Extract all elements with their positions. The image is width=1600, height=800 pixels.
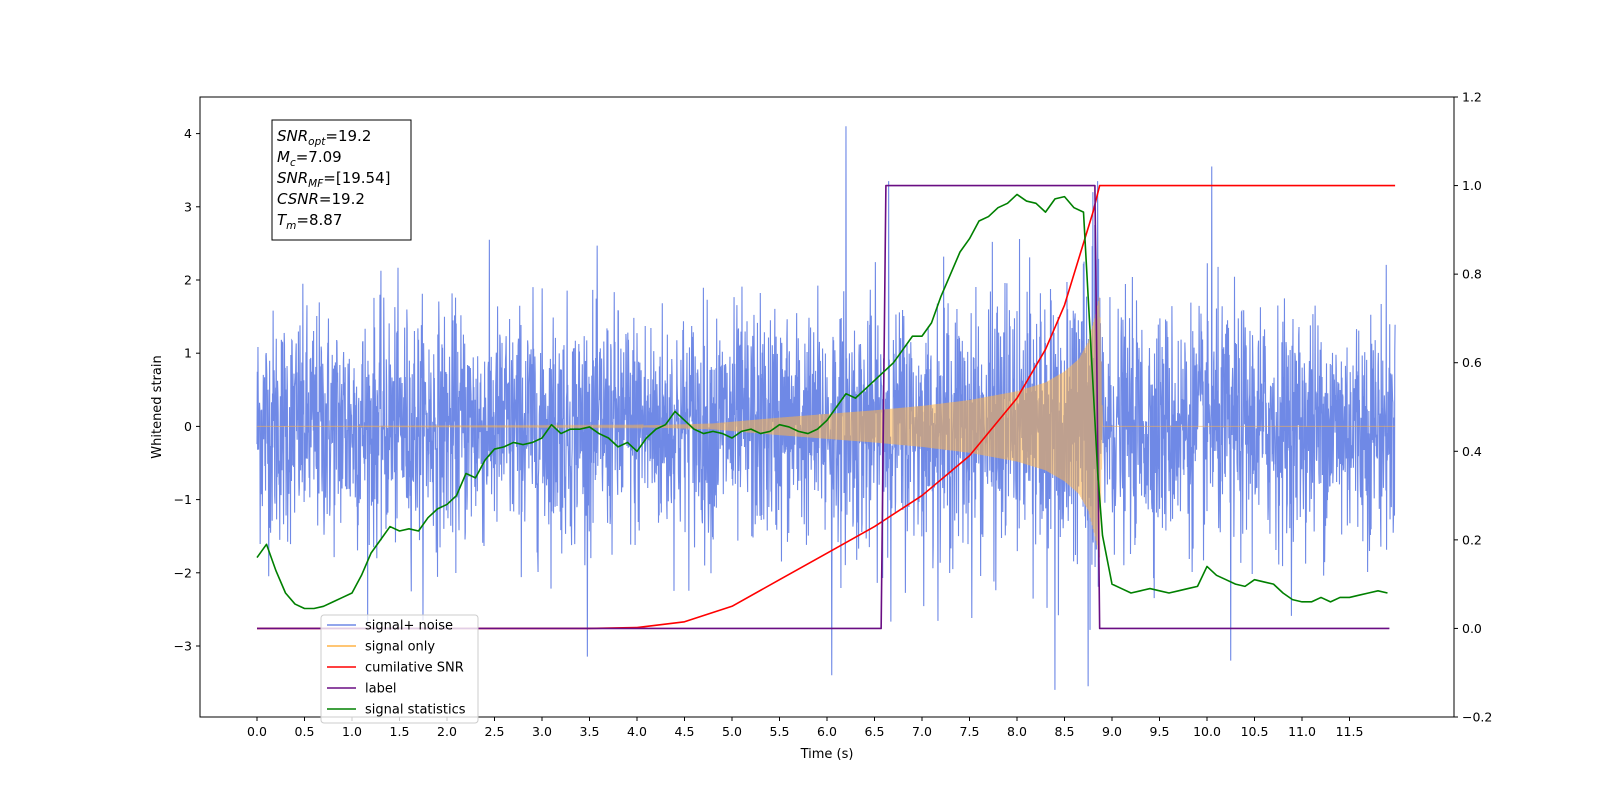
x-tick-label: 3.5 <box>580 724 600 739</box>
y-right-tick-label: 0.4 <box>1462 444 1482 459</box>
y-right-tick-label: −0.2 <box>1462 710 1492 725</box>
series-label <box>257 184 1390 630</box>
annotation-value: =8.87 <box>296 211 342 229</box>
annotation-value: =19.2 <box>319 190 365 208</box>
annotation-symbol: CSNR <box>277 190 319 208</box>
x-tick-label: 4.0 <box>627 724 647 739</box>
y-right-tick-label: 0.2 <box>1462 532 1482 547</box>
annotation-line: SNRopt=19.2 <box>277 127 371 148</box>
legend-entry: signal statistics <box>365 703 466 718</box>
series-cumulative-snr <box>257 184 1396 630</box>
x-tick-label: 5.0 <box>722 724 742 739</box>
x-tick-label: 6.5 <box>865 724 885 739</box>
x-tick-label: 7.0 <box>912 724 932 739</box>
annotation-symbol: M <box>277 148 290 166</box>
y-right-tick-label: 0.6 <box>1462 355 1482 370</box>
annotation-frame <box>271 119 412 241</box>
annotation-box: SNRopt=19.2Mc=7.09SNRMF=[19.54]CSNR=19.2… <box>271 119 412 241</box>
annotation-line: Tm=8.87 <box>277 211 342 232</box>
y-left-tick-label: 2 <box>184 272 192 287</box>
annotation-subscript: c <box>290 157 296 169</box>
annotation-subscript: opt <box>308 136 326 148</box>
legend: signal+ noise signal only cumilative SNR la… <box>320 614 479 724</box>
y-left-tick-label: −1 <box>174 492 192 507</box>
y-right-tick-label: 1.2 <box>1462 90 1482 105</box>
annotation-subscript: m <box>286 220 296 232</box>
y-left-tick-label: −2 <box>174 565 192 580</box>
annotation-line: CSNR=19.2 <box>277 190 365 208</box>
x-tick-label: 9.5 <box>1150 724 1170 739</box>
plot-area <box>256 126 1396 690</box>
x-tick-label: 2.5 <box>485 724 505 739</box>
x-tick-label: 5.5 <box>770 724 790 739</box>
annotation-value: =19.2 <box>325 127 371 145</box>
y-right-tick-label: 0.0 <box>1462 621 1482 636</box>
x-tick-label: 11.0 <box>1288 724 1316 739</box>
x-axis-label: Time (s) <box>800 747 854 762</box>
x-tick-label: 1.5 <box>390 724 410 739</box>
annotation-symbol: T <box>277 211 288 229</box>
x-tick-label: 3.0 <box>532 724 552 739</box>
x-tick-label: 11.5 <box>1336 724 1364 739</box>
x-tick-label: 9.0 <box>1102 724 1122 739</box>
annotation-value: =7.09 <box>296 148 342 166</box>
annotation-line: Mc=7.09 <box>277 148 342 169</box>
x-tick-label: 1.0 <box>342 724 362 739</box>
series-signal-statistics <box>256 193 1388 610</box>
x-tick-label: 10.0 <box>1193 724 1221 739</box>
legend-entry: signal only <box>365 640 435 655</box>
y-axis-label-left: Whitened strain <box>150 355 165 458</box>
series-signal-only <box>257 296 1396 558</box>
axes: 0.0 0.5 1.0 1.5 2.0 2.5 3.0 3.5 4.0 4.5 5.0 5.5 6.0 6… <box>174 90 1493 740</box>
x-tick-label: 8.0 <box>1007 724 1027 739</box>
x-tick-label: 0.5 <box>295 724 315 739</box>
y-left-tick-label: 4 <box>184 126 192 141</box>
y-left-tick-label: 0 <box>184 419 192 434</box>
legend-entry: signal+ noise <box>365 619 453 634</box>
x-tick-label: 4.5 <box>675 724 695 739</box>
x-tick-label: 0.0 <box>247 724 267 739</box>
legend-entry: cumilative SNR <box>365 661 464 676</box>
x-tick-label: 7.5 <box>960 724 980 739</box>
y-left-tick-label: 3 <box>184 199 192 214</box>
annotation-line: SNRMF=[19.54] <box>277 169 391 190</box>
y-right-tick-label: 1.0 <box>1462 178 1482 193</box>
y-left-tick-label: −3 <box>174 638 192 653</box>
x-tick-label: 2.0 <box>437 724 457 739</box>
y-left-tick-label: 1 <box>184 346 192 361</box>
annotation-symbol: SNR <box>277 169 308 187</box>
annotation-value: =[19.54] <box>323 169 390 187</box>
legend-frame <box>320 614 479 724</box>
x-tick-label: 6.0 <box>817 724 837 739</box>
annotation-subscript: MF <box>308 178 324 190</box>
y-right-tick-label: 0.8 <box>1462 267 1482 282</box>
legend-entry: label <box>365 682 396 697</box>
annotation-symbol: SNR <box>277 127 308 145</box>
x-tick-label: 8.5 <box>1055 724 1075 739</box>
x-tick-label: 10.5 <box>1241 724 1269 739</box>
